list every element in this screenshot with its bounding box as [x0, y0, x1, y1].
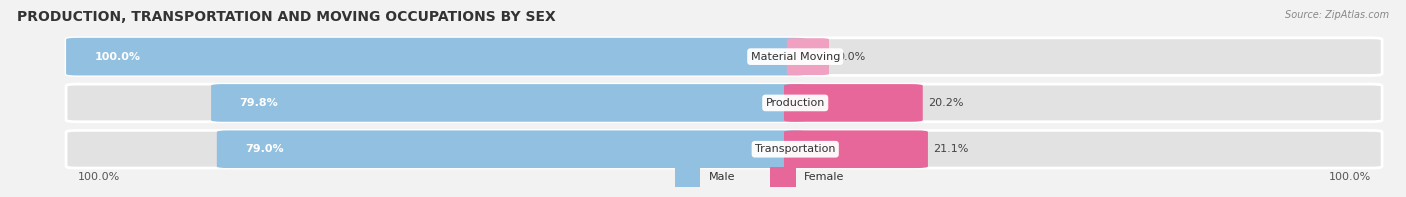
Text: Male: Male — [709, 172, 735, 182]
Text: 100.0%: 100.0% — [1329, 172, 1371, 182]
Text: Female: Female — [804, 172, 845, 182]
FancyBboxPatch shape — [66, 38, 1382, 75]
Bar — [770, 167, 796, 187]
Text: 79.0%: 79.0% — [245, 144, 284, 154]
Text: 100.0%: 100.0% — [94, 52, 141, 62]
FancyBboxPatch shape — [787, 38, 830, 75]
Text: 100.0%: 100.0% — [77, 172, 120, 182]
FancyBboxPatch shape — [66, 84, 1382, 122]
Text: Material Moving: Material Moving — [751, 52, 839, 62]
Text: 20.2%: 20.2% — [928, 98, 965, 108]
FancyBboxPatch shape — [785, 84, 922, 122]
Text: PRODUCTION, TRANSPORTATION AND MOVING OCCUPATIONS BY SEX: PRODUCTION, TRANSPORTATION AND MOVING OC… — [17, 10, 555, 24]
Text: Source: ZipAtlas.com: Source: ZipAtlas.com — [1285, 10, 1389, 20]
FancyBboxPatch shape — [66, 130, 1382, 168]
FancyBboxPatch shape — [217, 130, 807, 168]
FancyBboxPatch shape — [211, 84, 807, 122]
Text: Production: Production — [765, 98, 825, 108]
Text: 79.8%: 79.8% — [239, 98, 278, 108]
FancyBboxPatch shape — [66, 38, 807, 75]
FancyBboxPatch shape — [785, 130, 928, 168]
Bar — [675, 167, 700, 187]
Text: Transportation: Transportation — [755, 144, 835, 154]
Text: 0.0%: 0.0% — [838, 52, 866, 62]
Text: 21.1%: 21.1% — [934, 144, 969, 154]
